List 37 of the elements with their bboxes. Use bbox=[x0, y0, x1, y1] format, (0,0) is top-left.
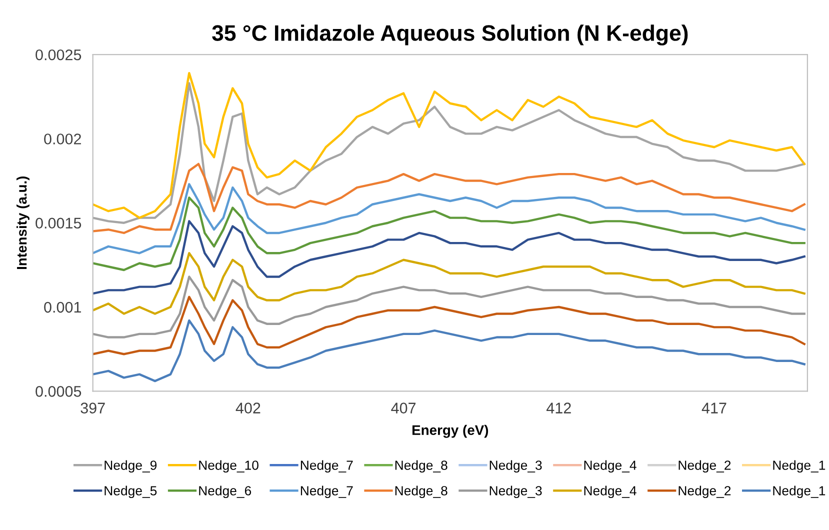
legend-label: Nedge_3 bbox=[490, 460, 542, 473]
x-tick-label: 402 bbox=[236, 402, 260, 414]
chart-title: 35 °C Imidazole Aqueous Solution (N K-edge) bbox=[212, 24, 688, 46]
legend-label: Nedge_8 bbox=[395, 460, 448, 473]
y-tick-label: 0.0005 bbox=[36, 386, 82, 397]
line-series bbox=[92, 296, 806, 356]
y-tick-label: 0.0015 bbox=[36, 218, 82, 229]
line-series bbox=[92, 276, 806, 338]
legend-label: Nedge_4 bbox=[584, 460, 636, 473]
legend-label: Nedge_2 bbox=[678, 460, 731, 473]
x-tick-label: 417 bbox=[702, 402, 726, 414]
legend-label: Nedge_2 bbox=[678, 486, 731, 498]
legend-label: Nedge_6 bbox=[199, 486, 252, 498]
line-series bbox=[92, 220, 806, 295]
legend-label: Nedge_4 bbox=[584, 486, 636, 498]
x-tick-label: 412 bbox=[546, 402, 571, 414]
legend-label: Nedge_1 bbox=[773, 460, 826, 473]
legend-label: Nedge_7 bbox=[300, 460, 353, 473]
legend-label: Nedge_10 bbox=[199, 460, 258, 473]
line-series bbox=[92, 196, 806, 272]
line-series bbox=[92, 252, 806, 315]
legend-label: Nedge_5 bbox=[104, 486, 157, 498]
line-series bbox=[92, 319, 806, 382]
legend-label: Nedge_8 bbox=[395, 486, 448, 498]
legend-label: Nedge_1 bbox=[773, 486, 826, 498]
line-series bbox=[92, 162, 806, 234]
y-tick-label: 0.001 bbox=[44, 302, 81, 313]
legend-label: Nedge_9 bbox=[104, 460, 157, 473]
legend-label: Nedge_3 bbox=[490, 486, 542, 498]
y-tick-label: 0.002 bbox=[44, 134, 81, 144]
x-tick-label: 407 bbox=[391, 402, 416, 414]
x-tick-label: 397 bbox=[80, 402, 105, 414]
y-axis-title: Intensity (a.u.) bbox=[16, 176, 30, 270]
legend-label: Nedge_7 bbox=[300, 486, 353, 498]
y-tick-label: 0.0025 bbox=[36, 49, 82, 60]
line-series bbox=[92, 183, 806, 254]
x-axis-title: Energy (eV) bbox=[412, 424, 488, 438]
